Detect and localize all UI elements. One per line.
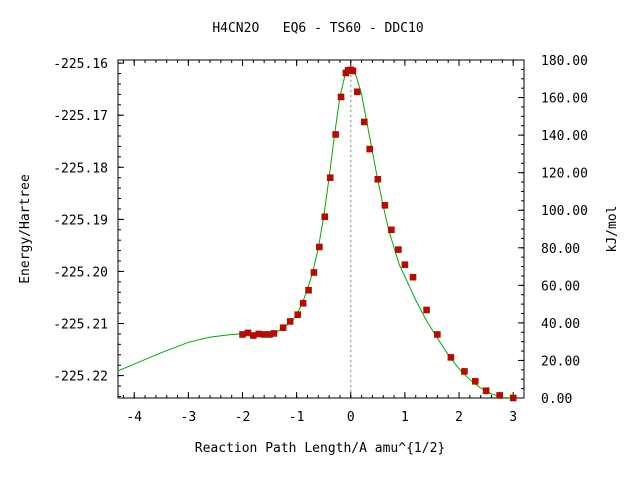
data-point [509, 394, 517, 402]
x-tick-label: -1 [289, 410, 305, 425]
data-point [482, 387, 490, 395]
data-point [496, 392, 503, 399]
data-point [244, 329, 252, 337]
y-tick-label: -225.22 [53, 370, 108, 385]
data-point [316, 243, 323, 251]
y2-tick-label: 40.00 [541, 317, 580, 332]
data-point [332, 131, 339, 138]
y-tick-label: -225.20 [53, 265, 108, 280]
y-axis-label: Energy/Hartree [18, 174, 33, 284]
x-tick-label: 1 [401, 410, 409, 425]
y2-tick-label: 80.00 [541, 242, 580, 257]
data-point [337, 93, 345, 101]
data-point [374, 175, 382, 183]
data-point [409, 273, 417, 281]
y2-tick-label: 20.00 [541, 354, 580, 369]
data-point [239, 331, 246, 338]
data-point [434, 331, 441, 338]
data-points [239, 66, 517, 402]
y2-tick-label: 100.00 [541, 204, 588, 219]
y2-tick-label: 160.00 [541, 92, 588, 107]
data-point [250, 332, 257, 339]
energy-curve [117, 69, 514, 399]
chart-title: H4CN2O EQ6 - TS60 - DDC10 [212, 21, 423, 36]
data-point [471, 378, 479, 385]
y-tick-label: -225.21 [53, 318, 108, 333]
data-point [326, 174, 334, 182]
x-axis-label: Reaction Path Length/A amu^{1/2} [195, 441, 445, 456]
data-point [270, 330, 278, 337]
y2-tick-label: 140.00 [541, 129, 588, 144]
data-point [260, 331, 268, 338]
y-tick-label: -225.17 [53, 109, 108, 124]
y2-tick-label: 60.00 [541, 279, 580, 294]
data-point [286, 318, 294, 325]
data-point [447, 354, 455, 361]
data-point [395, 246, 402, 253]
data-point [381, 202, 389, 209]
data-point [310, 269, 318, 276]
x-tick-label: -3 [181, 410, 197, 425]
data-point [299, 299, 307, 307]
plot-frame [117, 59, 525, 399]
data-point [349, 67, 357, 75]
data-point [255, 330, 263, 338]
data-point [305, 286, 312, 294]
y-tick-label: -225.19 [53, 213, 108, 228]
x-tick-label: 0 [347, 410, 355, 425]
data-point [366, 145, 374, 153]
data-point [461, 368, 468, 375]
y2-axis-ticks: 0.00 20.00 40.00 60.00 80.00 100.00 120.00 140.… [518, 54, 588, 407]
y-tick-label: -225.16 [53, 57, 108, 72]
data-point [388, 226, 395, 234]
y2-axis-label: kJ/mol [605, 206, 620, 253]
y-axis-ticks: -225.16 -225.17 -225.18 -225.19 -225.20 -225.… [53, 57, 124, 397]
x-tick-label: 2 [455, 410, 463, 425]
x-tick-label: -4 [126, 410, 142, 425]
y-tick-label: -225.18 [53, 161, 108, 176]
data-point [353, 88, 361, 96]
x-tick-label: 3 [509, 410, 517, 425]
x-tick-label: -2 [235, 410, 251, 425]
data-point [423, 306, 430, 314]
y2-tick-label: 120.00 [541, 167, 588, 182]
data-point [294, 311, 302, 318]
data-point [321, 213, 329, 221]
y2-tick-label: 180.00 [541, 54, 588, 69]
data-point [401, 261, 409, 268]
data-point [279, 324, 287, 331]
data-point [361, 118, 368, 126]
y2-tick-label: 0.00 [541, 392, 572, 407]
